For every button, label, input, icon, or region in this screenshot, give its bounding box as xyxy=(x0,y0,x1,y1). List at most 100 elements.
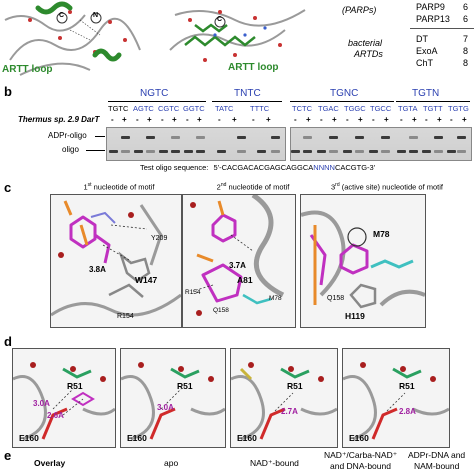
plus-sign: + xyxy=(147,115,152,124)
lane-label: TGTA xyxy=(398,104,418,113)
oligo-label: oligo xyxy=(62,145,79,154)
lane-label: CGTC xyxy=(158,104,180,113)
structure-box-3: M78 Q158 H119 xyxy=(300,194,426,328)
lane-label: TGAC xyxy=(318,104,339,113)
lane-label: TCTC xyxy=(292,104,312,113)
legend-name-exoa: ExoA xyxy=(416,46,438,56)
residue-label: A81 xyxy=(237,275,253,285)
oligo-pointer-line xyxy=(86,150,105,151)
minus-sign: - xyxy=(400,115,403,124)
residue-label: R51 xyxy=(67,381,83,391)
residue-label: Q158 xyxy=(327,295,345,302)
plus-sign: + xyxy=(232,115,237,124)
group-bar-ngtc xyxy=(108,101,206,102)
lane-label: TGTG xyxy=(448,104,469,113)
artds-label: ARTDs xyxy=(354,49,383,59)
minus-sign: - xyxy=(372,115,375,124)
apo-label: apo xyxy=(164,458,179,468)
lane-label: TATC xyxy=(215,104,234,113)
distance-label: 2.6A xyxy=(47,411,64,420)
residue-label: R154 xyxy=(117,313,134,320)
panel-b-letter: b xyxy=(4,84,12,99)
adpr-oligo-label: ADPr-oligo xyxy=(48,131,87,140)
minus-sign: - xyxy=(161,115,164,124)
group-bar-tntc xyxy=(212,101,282,102)
test-seq-motif: NNNN xyxy=(313,163,335,172)
panel-e: e Overlay apo NAD⁺-bound NAD⁺/Carba-NAD⁺… xyxy=(0,448,474,474)
plus-sign: + xyxy=(266,115,271,124)
plus-sign: + xyxy=(122,115,127,124)
plus-minus-row: - + - + - + - + - + - + - + - + - + - + … xyxy=(108,115,474,125)
panel-d: d 3.0A 2.6A R51 E160 3.0A R51 E160 xyxy=(0,334,474,448)
dart-row-label: Thermus sp. 2.9 DarT xyxy=(18,115,100,124)
lane-label: TTTC xyxy=(250,104,270,113)
artt-loop-label-left: ARTT loop xyxy=(2,64,53,75)
active-site-render xyxy=(121,362,225,441)
panel-c: c 1st nucleotide of motif 2nd nucleotide… xyxy=(0,180,474,330)
residue-label: W147 xyxy=(135,275,158,285)
box-title-2: 2nd nucleotide of motif xyxy=(216,182,290,192)
group-bar-tgnc xyxy=(290,101,394,102)
residue-label: Q158 xyxy=(213,307,229,314)
legend-value-parp13: 6 xyxy=(463,14,469,24)
legend-name-parp9: PARP9 xyxy=(416,2,445,12)
distance-label: 3.0A xyxy=(157,403,174,412)
plus-sign: + xyxy=(412,115,417,124)
structure-render-1 xyxy=(51,200,181,317)
lane-label: TGGC xyxy=(344,104,366,113)
panel-c-letter: c xyxy=(4,180,12,195)
plus-sign: + xyxy=(172,115,177,124)
bacterial-label: bacterial xyxy=(348,38,383,48)
plus-sign: + xyxy=(332,115,337,124)
dna-bound-label: and DNA-bound xyxy=(330,461,391,471)
panel-a-structure-left xyxy=(0,0,150,78)
n-terminus-label: N xyxy=(93,12,99,19)
residue-label: M78 xyxy=(269,295,282,302)
group-title-tgtn: TGTN xyxy=(412,88,440,99)
c-terminus-label: C xyxy=(59,12,65,19)
adpr-dna-label: ADPr-DNA and xyxy=(408,450,466,460)
test-seq-label: Test oligo sequence: xyxy=(140,163,209,172)
active-site-box-1: 3.0A 2.6A R51 E160 xyxy=(12,348,116,448)
structure-render-2 xyxy=(190,195,285,316)
plus-sign: + xyxy=(358,115,363,124)
distance-label: 3.8A xyxy=(89,265,106,274)
box-title-1: 1st nucleotide of motif xyxy=(83,182,155,192)
artt-loop-label-right: ARTT loop xyxy=(228,62,279,73)
distance-label: 2.7A xyxy=(281,407,298,416)
test-seq-suffix: CACGTG-3' xyxy=(334,163,376,172)
legend-value-cht: 8 xyxy=(463,58,469,68)
gel-image-left xyxy=(106,127,286,161)
minus-sign: - xyxy=(186,115,189,124)
residue-label: E160 xyxy=(349,433,369,443)
plus-sign: + xyxy=(462,115,467,124)
active-site-box-4: 2.8A R51 E160 xyxy=(342,348,450,448)
box-title-3: 3rd (active site) nucleotide of motif xyxy=(330,182,443,192)
lane-label: AGTC xyxy=(133,104,154,113)
minus-sign: - xyxy=(294,115,297,124)
active-site-render xyxy=(343,362,449,441)
legend-divider xyxy=(410,28,474,29)
panel-b: b NGTC TNTC TGNC TGTN TGTC AGTC CGTC GGT… xyxy=(0,84,474,176)
minus-sign: - xyxy=(425,115,428,124)
legend-value-dt: 7 xyxy=(463,34,469,44)
minus-sign: - xyxy=(218,115,221,124)
residue-label: Y209 xyxy=(151,235,168,242)
legend-name-parp13: PARP13 xyxy=(416,14,450,24)
minus-sign: - xyxy=(346,115,349,124)
test-oligo-sequence: Test oligo sequence: 5'-CACGACACGAGCAGGC… xyxy=(140,163,375,172)
residue-label: H119 xyxy=(345,311,365,321)
minus-sign: - xyxy=(320,115,323,124)
distance-label: 3.7A xyxy=(229,261,246,270)
panel-a-legend: (PARPs) PARP9 6 PARP13 6 bacterial ARTDs… xyxy=(318,0,474,80)
lane-label: GGTC xyxy=(183,104,205,113)
lane-label: TGCC xyxy=(370,104,392,113)
residue-label: E160 xyxy=(19,433,39,443)
nad-bound-label: NAD⁺-bound xyxy=(250,458,299,468)
group-bar-tgtn xyxy=(396,101,470,102)
group-title-ngtc: NGTC xyxy=(140,88,169,99)
distance-label: 3.0A xyxy=(33,399,50,408)
plus-sign: + xyxy=(384,115,389,124)
overlay-label: Overlay xyxy=(34,458,66,468)
plus-sign: + xyxy=(437,115,442,124)
